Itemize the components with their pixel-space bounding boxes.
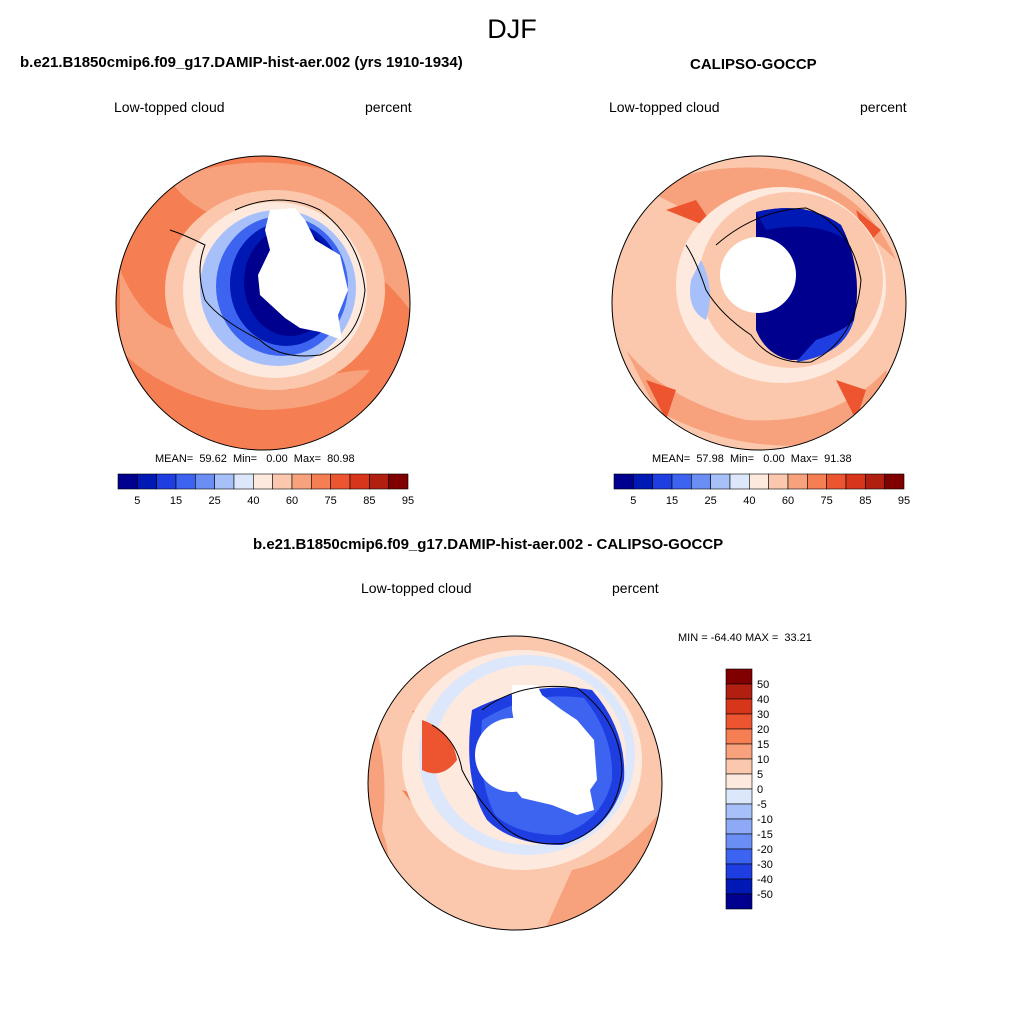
panel2-map [611, 155, 907, 451]
panel3-colorbar-tick-label: -40 [757, 874, 773, 886]
panel1-colorbar-tick-label: 85 [363, 495, 375, 507]
panel1-colorbar-swatch [272, 473, 293, 490]
panel3-units: percent [612, 580, 659, 596]
panel3-colorbar-tick-label: -15 [757, 829, 773, 841]
panel2-colorbar-swatch [884, 473, 905, 490]
panel1-colorbar-tick-label: 75 [325, 495, 337, 507]
panel3-map [367, 635, 663, 931]
panel3-colorbar-tick-label: 10 [757, 754, 769, 766]
panel3-colorbar-swatch [725, 788, 753, 805]
panel1-colorbar-swatch [253, 473, 273, 490]
panel3-colorbar-tick-label: 20 [757, 724, 769, 736]
panel1-colorbar-swatch [195, 473, 215, 490]
panel1-colorbar-tick-label: 25 [209, 495, 221, 507]
panel2-colorbar: 5 15 25 40 60 75 85 95 [613, 473, 910, 507]
panel3-colorbar-swatch [725, 668, 753, 685]
panel2-colorbar-swatch [807, 473, 827, 490]
panel3-colorbar-swatch [725, 863, 753, 880]
panel1-colorbar-tick-label: 60 [286, 495, 298, 507]
panel2-colorbar-swatch [633, 473, 653, 490]
panel2-colorbar-swatch [787, 473, 808, 490]
panel1-colorbar-swatch [388, 473, 409, 490]
panel2-colorbar-swatch [729, 473, 750, 490]
panel1-colorbar-swatch [233, 473, 254, 490]
panel2-units: percent [860, 99, 907, 115]
panel1-colorbar-tick-label: 5 [134, 495, 140, 507]
panel1-colorbar-swatch [291, 473, 312, 490]
panel3-colorbar-swatch [725, 698, 753, 715]
panel1-colorbar-swatch [117, 473, 138, 490]
panel3-colorbar-swatch [725, 803, 753, 820]
panel2-colorbar-tick-label: 25 [705, 495, 717, 507]
panel1-colorbar: 5 15 25 40 60 75 85 95 [117, 473, 414, 507]
panel3-colorbar-tick-label: 15 [757, 739, 769, 751]
panel2-colorbar-swatch [613, 473, 634, 490]
panel3-colorbar-swatch [725, 833, 753, 850]
panel1-colorbar-tick-label: 40 [247, 495, 259, 507]
panel1-colorbar-swatch [156, 473, 177, 490]
panel1-title: b.e21.B1850cmip6.f09_g17.DAMIP-hist-aer.… [20, 54, 463, 71]
panel2-stats: MEAN= 57.98 Min= 0.00 Max= 91.38 [652, 453, 852, 465]
panel1-units: percent [365, 99, 412, 115]
panel2-colorbar-tick-label: 60 [782, 495, 794, 507]
panel3-colorbar-tick-label: -30 [757, 859, 773, 871]
panel1-stats: MEAN= 59.62 Min= 0.00 Max= 80.98 [155, 453, 355, 465]
panel3-colorbar-tick-label: -50 [757, 889, 773, 901]
panel2-colorbar-tick-label: 85 [859, 495, 871, 507]
panel3-colorbar-swatch [725, 893, 753, 910]
season-title: DJF [487, 14, 537, 44]
panel1-colorbar-swatch [214, 473, 235, 490]
panel3-colorbar-tick-label: 30 [757, 709, 769, 721]
panel1-colorbar-swatch [349, 473, 370, 490]
panel1-colorbar-tick-label: 15 [170, 495, 182, 507]
panel2-colorbar-swatch [826, 473, 847, 490]
panel3-colorbar-swatch [725, 818, 753, 835]
panel2-colorbar-swatch [671, 473, 692, 490]
panel1-map [115, 155, 411, 451]
panel3-variable: Low-topped cloud [361, 580, 472, 596]
panel3-colorbar-tick-label: 0 [757, 784, 763, 796]
panel2-colorbar-tick-label: 40 [743, 495, 755, 507]
panel2-colorbar-swatch [768, 473, 789, 490]
panel3-colorbar-tick-label: -20 [757, 844, 773, 856]
panel1-colorbar-swatch [330, 473, 351, 490]
panel3-stats: MIN = -64.40 MAX = 33.21 [678, 632, 812, 644]
panel1-colorbar-swatch [137, 473, 157, 490]
panel3-colorbar-swatch [725, 848, 753, 865]
panel2-colorbar-swatch [845, 473, 866, 490]
panel2-colorbar-swatch [749, 473, 769, 490]
panel2-colorbar-tick-label: 75 [821, 495, 833, 507]
panel2-variable: Low-topped cloud [609, 99, 720, 115]
panel1-colorbar-swatch [369, 473, 389, 490]
panel3-colorbar-tick-label: 50 [757, 679, 769, 691]
panel1-colorbar-swatch [311, 473, 331, 490]
panel3-colorbar-swatch [725, 728, 753, 745]
panel3-colorbar-tick-label: -10 [757, 814, 773, 826]
panel3-colorbar-swatch [725, 713, 753, 730]
panel2-colorbar-swatch [865, 473, 885, 490]
panel3-colorbar-tick-label: 40 [757, 694, 769, 706]
panel3-colorbar-swatch [725, 773, 753, 790]
panel2-title: CALIPSO-GOCCP [690, 56, 817, 73]
panel1-colorbar-tick-label: 95 [402, 495, 414, 507]
panel2-colorbar-swatch [652, 473, 673, 490]
panel3-colorbar-swatch [725, 878, 753, 895]
panel2-colorbar-tick-label: 15 [666, 495, 678, 507]
panel3-title: b.e21.B1850cmip6.f09_g17.DAMIP-hist-aer.… [253, 536, 724, 553]
panel3-colorbar-tick-label: 5 [757, 769, 763, 781]
panel3-colorbar-swatch [725, 683, 753, 700]
panel3-colorbar-swatch [725, 743, 753, 760]
panel1-colorbar-swatch [175, 473, 196, 490]
panel2-colorbar-tick-label: 5 [630, 495, 636, 507]
panel2-colorbar-swatch [710, 473, 731, 490]
panel3-colorbar-swatch [725, 758, 753, 775]
panel2-colorbar-swatch [691, 473, 711, 490]
panel1-variable: Low-topped cloud [114, 99, 225, 115]
panel3-colorbar-tick-label: -5 [757, 799, 767, 811]
panel2-colorbar-tick-label: 95 [898, 495, 910, 507]
